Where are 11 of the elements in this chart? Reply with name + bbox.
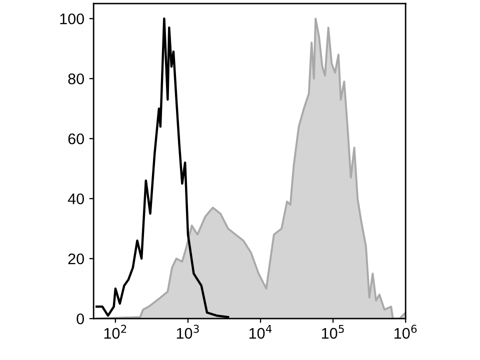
x-tick-label: 10$^{4}$ xyxy=(249,324,272,339)
x-tick-label: 10$^{6}$ xyxy=(394,324,417,339)
x-tick-label: 10$^{5}$ xyxy=(322,324,344,339)
x-tick-label: 10$^{3}$ xyxy=(176,324,199,339)
x-tick-label: 10$^{2}$ xyxy=(104,324,126,339)
y-tick-label: 0 xyxy=(76,313,84,324)
y-tick-label: 40 xyxy=(68,193,84,204)
y-tick-label: 20 xyxy=(68,253,84,264)
y-tick-label: 60 xyxy=(68,133,84,144)
y-tick-label: 100 xyxy=(60,13,84,24)
y-tick-label: 80 xyxy=(68,73,84,84)
